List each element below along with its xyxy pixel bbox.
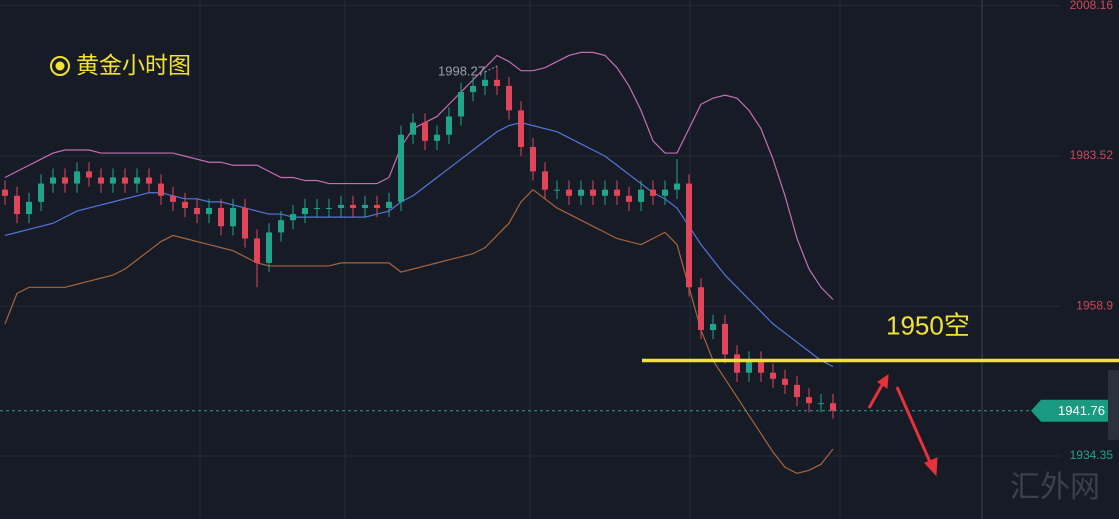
- candle-body: [530, 146, 536, 172]
- candle-body: [290, 214, 296, 221]
- candle-body: [218, 207, 224, 227]
- candle-body: [686, 183, 692, 288]
- band-line: [4, 121, 834, 368]
- candle-body: [746, 360, 752, 373]
- arrow-down-head: [924, 457, 938, 477]
- candle-body: [26, 201, 32, 215]
- plot: 2008.16 1983.52 1958.9 1934.35 1998.27: [0, 0, 1119, 475]
- candle-body: [578, 189, 584, 196]
- candle-body: [182, 201, 188, 208]
- candle-body: [482, 79, 488, 86]
- watermark: 汇外网: [1010, 471, 1100, 504]
- y-tick-label: 2008.16: [1070, 0, 1114, 12]
- candle-body: [602, 189, 608, 196]
- candle-body: [794, 384, 800, 398]
- candle-body: [2, 189, 8, 196]
- candle-body: [434, 134, 440, 141]
- candle-body: [110, 177, 116, 184]
- candle-body: [62, 177, 68, 184]
- candle-body: [542, 171, 548, 190]
- candle-body: [710, 323, 716, 330]
- candle-body: [362, 204, 368, 208]
- candle-body: [638, 189, 644, 202]
- candle-body: [758, 360, 764, 373]
- candle-body: [38, 183, 44, 202]
- candle-body: [374, 204, 380, 208]
- candle-body: [734, 354, 740, 373]
- candle-body: [194, 207, 200, 215]
- candle-body: [494, 79, 500, 86]
- candle-body: [566, 189, 572, 196]
- candle-body: [302, 207, 308, 215]
- candle-body: [326, 207, 332, 209]
- candle-body: [650, 189, 656, 196]
- candle-body: [410, 122, 416, 135]
- level-label: 1950空: [886, 310, 970, 340]
- candle-body: [506, 85, 512, 111]
- candle-body: [134, 177, 140, 184]
- y-tick-label: 1934.35: [1070, 448, 1114, 462]
- candle-body: [470, 85, 476, 93]
- arrow-up: [867, 384, 884, 409]
- candle-body: [770, 372, 776, 379]
- candle-body: [590, 189, 596, 196]
- candle-body: [278, 220, 284, 233]
- candle-body: [398, 134, 404, 202]
- scrollbar[interactable]: [1108, 370, 1119, 440]
- candle-body: [722, 323, 728, 355]
- arrow-down: [895, 386, 932, 463]
- last-price-label: 1941.76: [1058, 403, 1105, 418]
- candle-body: [662, 189, 668, 196]
- title-icon-dot: [55, 61, 65, 71]
- candle-body: [254, 238, 260, 263]
- candle-body: [146, 177, 152, 184]
- candle-body: [170, 195, 176, 202]
- band-line: [4, 51, 834, 300]
- candle-body: [86, 171, 92, 178]
- candle-body: [314, 207, 320, 209]
- arrow-up-head: [877, 373, 889, 389]
- candle-body: [554, 189, 560, 191]
- candle-body: [626, 195, 632, 202]
- candle-body: [50, 177, 56, 184]
- candle-body: [158, 183, 164, 196]
- candle-body: [242, 207, 248, 239]
- arrows: [867, 373, 938, 477]
- candle-body: [122, 177, 128, 184]
- candle-body: [830, 403, 836, 411]
- candle-body: [338, 204, 344, 208]
- candle-body: [14, 195, 20, 215]
- candle-body: [458, 92, 464, 117]
- chart-title: 黄金小时图: [76, 52, 191, 78]
- peak-label: 1998.27: [438, 63, 485, 78]
- candle-body: [98, 177, 104, 184]
- y-tick-label: 1958.9: [1076, 298, 1113, 312]
- candle-body: [518, 110, 524, 147]
- candle-body: [674, 183, 680, 190]
- candle-body: [806, 397, 812, 404]
- title-icon: [50, 56, 70, 76]
- y-tick-label: 1983.52: [1070, 148, 1114, 162]
- candle-body: [698, 287, 704, 330]
- candle-body: [230, 207, 236, 227]
- candle-body: [350, 204, 356, 208]
- last-price-tag: [1031, 399, 1108, 422]
- candle-body: [818, 403, 824, 405]
- candle-body: [266, 232, 272, 263]
- band-line: [4, 188, 834, 475]
- candle-body: [446, 116, 452, 135]
- candle-body: [206, 207, 212, 215]
- candle-body: [422, 122, 428, 141]
- candle-body: [386, 201, 392, 208]
- candle-body: [614, 189, 620, 196]
- candle-body: [782, 378, 788, 385]
- candle-body: [74, 171, 80, 184]
